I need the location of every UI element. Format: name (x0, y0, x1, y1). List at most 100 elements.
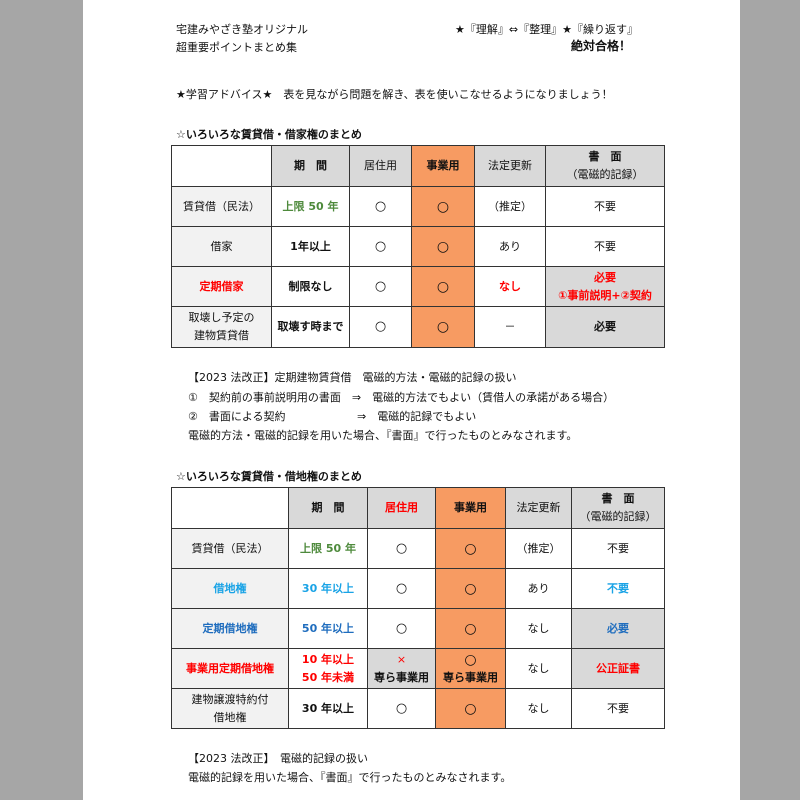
header-residential: 居住用 (349, 145, 412, 187)
lease-table: 期 間 居住用 事業用 法定更新 書 面 （電磁的記録） 賃貸借（民法） 上限 5… (171, 145, 665, 348)
header-cell (171, 145, 272, 187)
brand-text: 宅建みやざき塾オリジナル (176, 23, 308, 36)
header-period: 期 間 (271, 145, 350, 187)
subtitle-text: 超重要ポイントまとめ集 (176, 41, 297, 54)
document-cell: 必要 (545, 306, 665, 348)
header-document-label: 書 面 (601, 492, 635, 505)
header-business: 事業用 (435, 487, 506, 529)
renewal-cell: （推定） (505, 528, 572, 569)
table-header-row: 期 間 居住用 事業用 法定更新 書 面 （電磁的記録） (171, 145, 665, 187)
row-label: 借地権 (171, 568, 289, 609)
note1-line2b: ⇒ 電磁的記録でもよい (357, 410, 477, 423)
residential-cell: ○ (367, 528, 436, 569)
header-business: 事業用 (411, 145, 475, 187)
row-label-line1: 建物譲渡特約付 (191, 692, 269, 706)
document-cell: 必要 ①事前説明+②契約 (545, 266, 665, 307)
row-label: 建物譲渡特約付 借地権 (171, 688, 289, 729)
circle-mark: ○ (464, 651, 477, 668)
period-cell: 制限なし (271, 266, 350, 307)
renewal-cell: なし (474, 266, 546, 307)
table2-title: ☆いろいろな賃貸借・借地権のまとめ (176, 470, 362, 483)
business-note: 専ら事業用 (443, 670, 498, 684)
note1-title: 【2023 法改正】定期建物賃貸借 電磁的方法・電磁的記録の扱い (188, 371, 517, 384)
header-document-sub: （電磁的記録） (566, 168, 644, 181)
header-document-label: 書 面 (588, 150, 622, 163)
period-cell: 1年以上 (271, 226, 350, 267)
period-cell: 取壊す時まで (271, 306, 350, 348)
residential-cell: ○ (367, 568, 436, 609)
document-cell: 不要 (545, 226, 665, 267)
document-cell: 不要 (571, 528, 665, 569)
document-note: ①事前説明+②契約 (558, 288, 652, 302)
row-label: 借家 (171, 226, 272, 267)
row-label: 定期借家 (171, 266, 272, 307)
land-lease-table: 期 間 居住用 事業用 法定更新 書 面 （電磁的記録） 賃貸借（民法） 上限 5… (171, 487, 665, 729)
period-cell: 50 年以上 (288, 608, 368, 649)
period-cell: 30 年以上 (288, 568, 368, 609)
table-row: 定期借地権 50 年以上 ○ ○ なし 必要 (171, 608, 665, 649)
business-cell: ○ (435, 528, 506, 569)
header-cell (171, 487, 289, 529)
table-row: 事業用定期借地権 10 年以上 50 年未満 × 専ら事業用 ○ 専ら事業用 なし 公… (171, 648, 665, 689)
note2-title: 【2023 法改正】 電磁的記録の扱い (188, 752, 368, 765)
document-value: 必要 (594, 270, 616, 284)
header-document-sub: （電磁的記録） (579, 510, 657, 523)
period-min: 10 年以上 (301, 652, 355, 666)
advice-text: ★学習アドバイス★ 表を見ながら問題を解き、表を使いこなせるようになりましょう！ (176, 88, 613, 101)
business-cell: ○ (411, 266, 475, 307)
note1-line3: 電磁的方法・電磁的記録を用いた場合、『書面』で行ったものとみなされます。 (188, 429, 578, 442)
business-cell: ○ 専ら事業用 (435, 648, 506, 689)
renewal-cell: なし (505, 608, 572, 649)
document-cell: 公正証書 (571, 648, 665, 689)
business-cell: ○ (435, 568, 506, 609)
document-cell: 必要 (571, 608, 665, 649)
table-row: 建物譲渡特約付 借地権 30 年以上 ○ ○ なし 不要 (171, 688, 665, 729)
renewal-cell: － (474, 306, 546, 348)
row-label: 定期借地権 (171, 608, 289, 649)
note1-line1: ① 契約前の事前説明用の書面 ⇒ 電磁的方法でもよい（賃借人の承諾がある場合） (188, 391, 615, 404)
table-row: 借家 1年以上 ○ ○ あり 不要 (171, 226, 665, 267)
cross-mark: × (396, 652, 407, 666)
row-label: 事業用定期借地権 (171, 648, 289, 689)
row-label-line2: 借地権 (213, 710, 247, 724)
business-cell: ○ (411, 306, 475, 348)
table-row: 定期借家 制限なし ○ ○ なし 必要 ①事前説明+②契約 (171, 266, 665, 307)
header-residential: 居住用 (367, 487, 436, 529)
residential-cell: × 専ら事業用 (367, 648, 436, 689)
renewal-cell: あり (474, 226, 546, 267)
renewal-cell: なし (505, 648, 572, 689)
residential-cell: ○ (349, 226, 412, 267)
table-header-row: 期 間 居住用 事業用 法定更新 書 面 （電磁的記録） (171, 487, 665, 529)
row-label: 賃貸借（民法） (171, 528, 289, 569)
slogan-text: 絶対合格！ (571, 39, 632, 53)
renewal-cell: なし (505, 688, 572, 729)
table-row: 賃貸借（民法） 上限 50 年 ○ ○ （推定） 不要 (171, 528, 665, 569)
residential-cell: ○ (349, 266, 412, 307)
header-period: 期 間 (288, 487, 368, 529)
motto-text: ★『理解』⇔『整理』★『繰り返す』 (455, 23, 638, 36)
document-cell: 不要 (545, 186, 665, 227)
period-cell: 上限 50 年 (271, 186, 350, 227)
row-label: 取壊し予定の 建物賃貸借 (171, 306, 272, 348)
renewal-cell: あり (505, 568, 572, 609)
header-renewal: 法定更新 (505, 487, 572, 529)
row-label-line1: 取壊し予定の (188, 311, 255, 324)
header-document: 書 面 （電磁的記録） (571, 487, 665, 529)
row-label-line2: 建物賃貸借 (194, 329, 249, 342)
residential-cell: ○ (349, 186, 412, 227)
residential-cell: ○ (367, 688, 436, 729)
period-cell: 10 年以上 50 年未満 (288, 648, 368, 689)
document-cell: 不要 (571, 688, 665, 729)
period-cell: 30 年以上 (288, 688, 368, 729)
row-label: 賃貸借（民法） (171, 186, 272, 227)
note1-line2a: ② 書面による契約 (188, 410, 286, 423)
header-renewal: 法定更新 (474, 145, 546, 187)
header-document: 書 面 （電磁的記録） (545, 145, 665, 187)
table1-title: ☆いろいろな賃貸借・借家権のまとめ (176, 128, 362, 141)
residential-cell: ○ (367, 608, 436, 649)
business-cell: ○ (435, 608, 506, 649)
renewal-cell: （推定） (474, 186, 546, 227)
note2-line1: 電磁的記録を用いた場合、『書面』で行ったものとみなされます。 (188, 771, 512, 784)
period-max: 50 年未満 (301, 670, 355, 684)
period-cell: 上限 50 年 (288, 528, 368, 569)
